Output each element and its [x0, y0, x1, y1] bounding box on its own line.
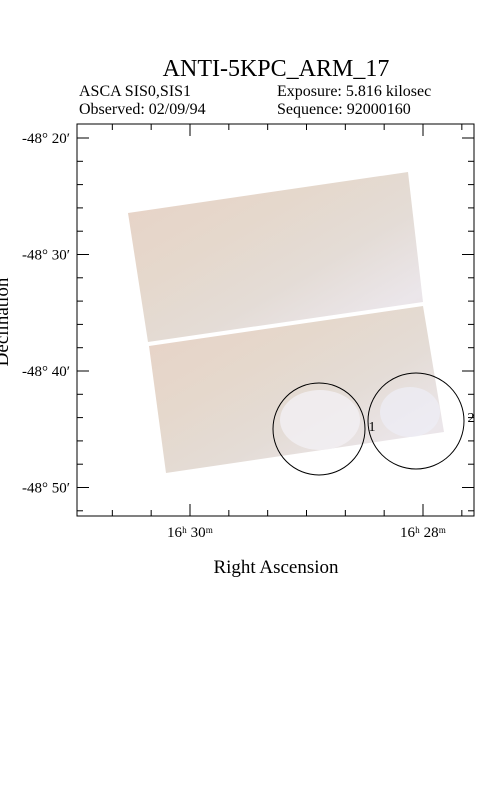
image-lower	[149, 306, 444, 473]
source-circle	[367, 372, 465, 470]
instrument: ASCA SIS0,SIS1	[79, 83, 191, 100]
title: ANTI-5KPC_ARM_17	[163, 56, 390, 82]
image-upper	[128, 172, 423, 342]
y-tick-label: -48° 20′	[22, 131, 70, 147]
frame	[76, 123, 475, 517]
y-tick-label: -48° 30′	[22, 248, 70, 264]
image	[128, 172, 465, 476]
observed: Observed: 02/09/94	[79, 101, 206, 118]
sequence: Sequence: 92000160	[277, 101, 411, 118]
y-tick-label: -48° 40′	[22, 364, 70, 380]
y-axis-label: Declination	[0, 277, 13, 366]
exposure: Exposure: 5.816 kilosec	[277, 83, 431, 100]
source-circle	[272, 382, 366, 476]
x-axis-label: Right Ascension	[213, 557, 339, 578]
source-glow	[380, 387, 440, 437]
source-glow	[280, 390, 360, 450]
x-tick-label: 16ʰ 30ᵐ	[167, 525, 214, 541]
y-tick-label: -48° 50′	[22, 481, 70, 497]
ticks	[77, 124, 474, 516]
source-label: 1	[369, 420, 376, 435]
source-label: 2	[468, 411, 475, 426]
x-tick-label: 16ʰ 28ᵐ	[400, 525, 447, 541]
